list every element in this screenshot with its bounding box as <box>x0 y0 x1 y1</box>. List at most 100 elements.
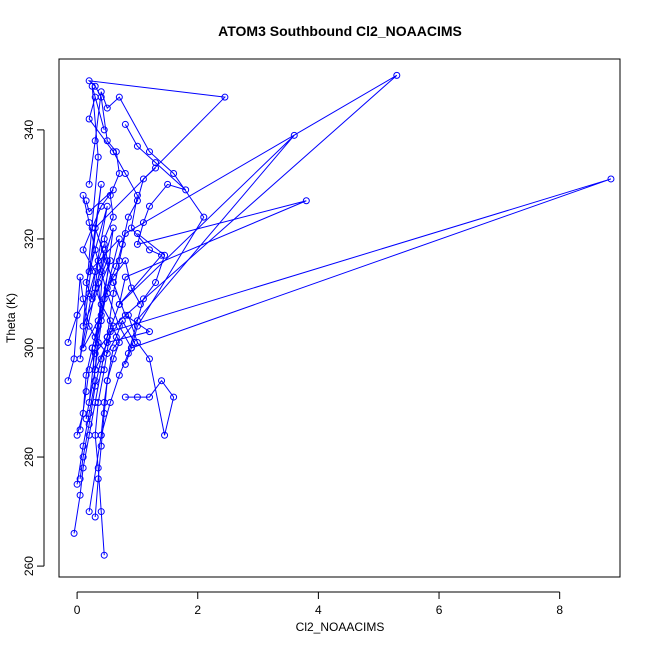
data-point <box>103 377 111 385</box>
data-point <box>91 268 99 276</box>
plot-frame <box>58 58 621 578</box>
data-point <box>79 453 87 461</box>
data-point <box>133 142 141 150</box>
data-point <box>100 366 108 374</box>
data-point <box>152 159 160 167</box>
data-point <box>91 246 99 254</box>
data-series <box>121 311 178 439</box>
x-tick-label: 0 <box>74 603 81 617</box>
data-point <box>79 442 87 450</box>
data-point <box>139 175 147 183</box>
series-line <box>73 74 398 534</box>
data-point <box>85 77 93 85</box>
data-point <box>79 246 87 254</box>
x-tick-label: 2 <box>194 603 201 617</box>
data-point <box>136 300 144 308</box>
data-point <box>200 213 208 221</box>
data-series <box>85 88 208 368</box>
series-line <box>76 80 226 485</box>
data-point <box>82 197 90 205</box>
y-axis: 260 280 300 320 340 <box>22 120 45 576</box>
data-point <box>290 131 298 139</box>
data-point <box>85 208 93 216</box>
data-point <box>94 475 102 483</box>
series-line <box>82 178 612 556</box>
data-point <box>103 333 111 341</box>
data-point <box>97 442 105 450</box>
data-point <box>79 464 87 472</box>
data-point <box>76 491 84 499</box>
data-point <box>97 202 105 210</box>
x-tick-label: 6 <box>436 603 443 617</box>
data-point <box>97 180 105 188</box>
y-axis-label: Theta (K) <box>4 293 18 343</box>
data-point <box>182 186 190 194</box>
data-point <box>94 279 102 287</box>
data-point <box>115 371 123 379</box>
data-point <box>97 355 105 363</box>
data-series <box>73 257 144 439</box>
series-line <box>67 277 135 381</box>
data-point <box>103 257 111 265</box>
data-point <box>100 240 108 248</box>
data-point <box>85 115 93 123</box>
data-point <box>82 371 90 379</box>
series-line <box>94 124 307 518</box>
data-point <box>64 339 72 347</box>
x-tick-label: 4 <box>315 603 322 617</box>
data-point <box>91 137 99 145</box>
data-point <box>85 219 93 227</box>
data-point <box>133 339 141 347</box>
data-point <box>115 339 123 347</box>
data-point <box>109 355 117 363</box>
data-point <box>127 344 135 352</box>
data-point <box>121 311 129 319</box>
data-point <box>100 295 108 303</box>
y-tick-label: 280 <box>22 447 36 467</box>
data-point <box>94 257 102 265</box>
data-point <box>64 377 72 385</box>
data-point <box>94 464 102 472</box>
data-point <box>158 377 166 385</box>
data-point <box>91 82 99 90</box>
data-point <box>88 224 96 232</box>
series-line <box>94 244 120 436</box>
data-point <box>121 257 129 265</box>
data-point <box>170 170 178 178</box>
data-point <box>94 339 102 347</box>
data-point <box>100 551 108 559</box>
data-point <box>76 273 84 281</box>
data-point <box>91 333 99 341</box>
y-tick-label: 340 <box>22 120 36 140</box>
data-point <box>106 328 114 336</box>
data-point <box>139 219 147 227</box>
data-series <box>91 240 123 439</box>
data-point <box>161 431 169 439</box>
data-point <box>85 180 93 188</box>
data-point <box>106 317 114 325</box>
data-point <box>145 202 153 210</box>
data-point <box>97 508 105 516</box>
data-series <box>91 120 310 521</box>
data-point <box>109 186 117 194</box>
data-point <box>115 170 123 178</box>
data-point <box>109 213 117 221</box>
data-point <box>133 393 141 401</box>
data-point <box>124 311 132 319</box>
data-point <box>94 153 102 161</box>
data-point <box>302 197 310 205</box>
data-point <box>115 93 123 101</box>
data-point <box>152 279 160 287</box>
data-point <box>94 322 102 330</box>
data-point <box>82 279 90 287</box>
series-line <box>67 189 114 343</box>
data-point <box>103 104 111 112</box>
data-point <box>145 328 153 336</box>
data-point <box>139 295 147 303</box>
data-point <box>118 240 126 248</box>
data-point <box>79 409 87 417</box>
data-point <box>607 175 615 183</box>
data-point <box>133 240 141 248</box>
data-point <box>70 529 78 537</box>
data-point <box>82 388 90 396</box>
